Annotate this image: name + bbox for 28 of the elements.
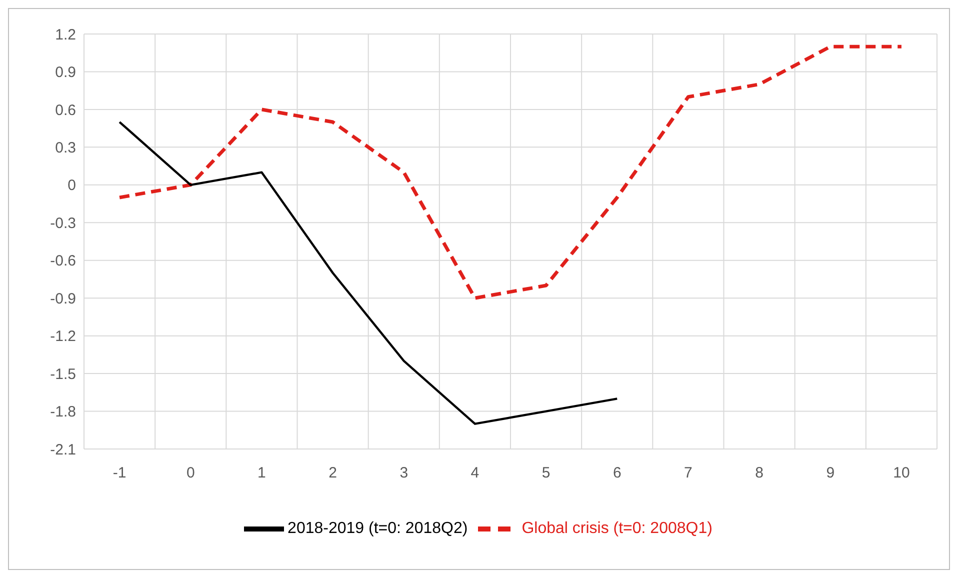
y-tick-label: 0.6 xyxy=(55,102,76,119)
y-tick-label: -1.2 xyxy=(50,328,76,346)
x-tick-label: 2 xyxy=(328,464,337,482)
x-tick-label: 0 xyxy=(186,464,195,482)
x-tick-label: 3 xyxy=(400,464,408,482)
y-tick-label: 0 xyxy=(68,177,76,194)
y-tick-label: -1.5 xyxy=(50,366,76,383)
x-tick-label: 8 xyxy=(755,464,764,482)
y-tick-label: -1.8 xyxy=(50,404,76,421)
y-tick-label: -2.1 xyxy=(50,441,76,458)
y-tick-label: 0.9 xyxy=(55,64,76,82)
y-tick-label: -0.6 xyxy=(50,252,76,270)
y-tick-label: 1.2 xyxy=(55,26,76,44)
y-tick-label: -0.9 xyxy=(50,290,76,308)
line-series xyxy=(118,44,904,300)
x-tick-label: -1 xyxy=(112,464,126,482)
y-tick-label: -0.3 xyxy=(50,214,76,232)
x-tick-label: 5 xyxy=(542,464,550,482)
x-tick-label: 1 xyxy=(258,464,266,482)
x-tick-label: 10 xyxy=(893,464,910,482)
x-tick-label: 4 xyxy=(470,464,480,482)
x-tick-label: 7 xyxy=(684,464,692,482)
y-tick-label: 0.3 xyxy=(55,140,76,157)
x-tick-label: 6 xyxy=(612,464,622,482)
legend-label: 2018-2019 (t=0: 2018Q2) xyxy=(288,520,468,538)
line-series xyxy=(118,120,618,425)
legend-label: Global crisis (t=0: 2008Q1) xyxy=(522,520,712,538)
x-tick-label: 9 xyxy=(826,464,835,482)
